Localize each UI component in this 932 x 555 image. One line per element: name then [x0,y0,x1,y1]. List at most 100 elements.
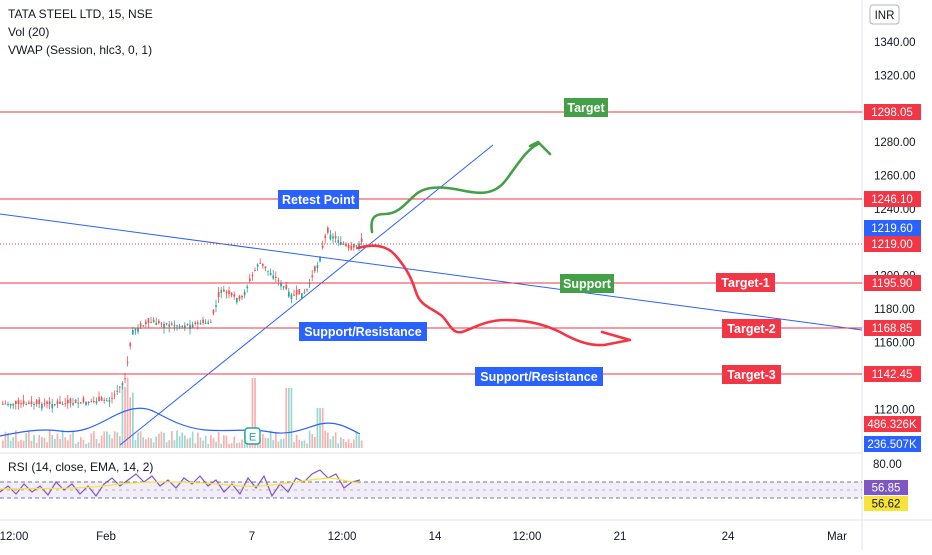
candle [15,400,17,410]
candle [43,398,46,407]
price-tick: 1280.00 [874,137,916,149]
volume-bar [311,434,314,448]
volume-bar [178,436,181,448]
candle [199,320,202,325]
candle [168,320,171,333]
volume-bar [319,408,321,448]
candle [355,245,358,250]
volume-bar [176,430,178,448]
rsi-ema-line [0,477,361,490]
legend-vwap[interactable]: VWAP (Session, hlc3, 0, 1) [8,43,153,57]
time-axis[interactable]: 12:00 Feb 7 12:00 14 12:00 21 24 Mar [0,531,847,543]
volume-bar [147,437,150,448]
candle [321,240,324,250]
annotation-support[interactable]: Support [560,274,614,293]
legend-symbol[interactable]: TATA STEEL LTD, 15, NSE [8,7,153,21]
candle [72,397,74,407]
volume-bar [298,439,301,448]
candle [28,400,30,405]
bullish-projection [370,140,552,234]
volume-bar [126,377,129,448]
annotation-support-resistance-1[interactable]: Support/Resistance [299,322,427,341]
candle [282,285,285,291]
candle [303,288,306,294]
annotation-support-resistance-2[interactable]: Support/Resistance [475,367,603,386]
volume-bar [202,440,204,448]
volume-bar [46,442,48,448]
candle [2,400,4,405]
annotation-target[interactable]: Target [564,98,608,117]
volume-bar [82,439,85,448]
volume-bar [93,430,95,448]
candle [54,403,56,407]
annotation-retest-point[interactable]: Retest Point [278,190,359,209]
candle [215,299,217,313]
volume-bar [67,440,69,448]
legend-rsi[interactable]: RSI (14, close, EMA, 14, 2) [8,460,154,474]
candle [119,386,121,393]
candle [129,341,132,350]
annotation-target-1[interactable]: Target-1 [716,273,775,292]
candle [280,280,282,291]
volume-bar [254,378,256,448]
candle [295,285,298,301]
bearish-projection [356,244,632,347]
candle [35,399,38,407]
candle [353,243,355,252]
candle [17,397,20,410]
candle [337,236,340,247]
volume-bar [329,439,332,448]
svg-text:236.507K: 236.507K [867,439,917,451]
annotation-target-3[interactable]: Target-3 [722,365,781,384]
volume-bar [306,443,308,448]
volume-bar [236,442,238,448]
svg-text:Target-3: Target-3 [727,368,775,382]
candle [306,288,308,293]
volume-bar [272,439,275,448]
candle [256,263,259,271]
candle [87,401,90,406]
candle [134,327,137,335]
volume-bar [17,441,20,448]
rsi-ema-value-label: 56.62 [864,496,908,511]
svg-text:486.326K: 486.326K [867,419,917,431]
candle [20,399,22,409]
volume-bar [48,430,51,448]
volume-bar [56,433,59,448]
svg-text:1298.05: 1298.05 [871,107,913,119]
volume-bar [64,437,67,448]
candle [277,277,280,286]
earnings-marker[interactable] [244,427,261,445]
volume-bar [360,440,363,448]
volume-bar [2,440,4,448]
volume-bar [74,443,77,448]
volume-bar [54,438,56,448]
volume-bar [332,436,334,448]
candle [22,394,25,407]
volume-bars [2,377,363,448]
volume-bar [165,442,168,448]
candle [207,319,210,325]
volume-bar [132,392,134,448]
svg-text:1219.60: 1219.60 [871,223,913,235]
candle [100,395,103,401]
volume-bar [327,432,329,448]
candle [191,321,194,329]
volume-bar [340,437,342,448]
volume-bar [80,437,82,448]
legend-volume[interactable]: Vol (20) [8,25,50,39]
price-label: 1246.10 [864,191,921,207]
volume-bar [282,438,285,448]
price-label: 236.507K [864,436,921,452]
candle [46,400,48,409]
candle [238,294,241,302]
candle [155,317,158,326]
volume-bar [212,437,215,448]
annotation-target-2[interactable]: Target-2 [722,319,781,338]
currency-badge[interactable] [869,4,900,25]
candle [64,397,67,408]
volume-bar [275,431,277,448]
candle [113,390,116,400]
